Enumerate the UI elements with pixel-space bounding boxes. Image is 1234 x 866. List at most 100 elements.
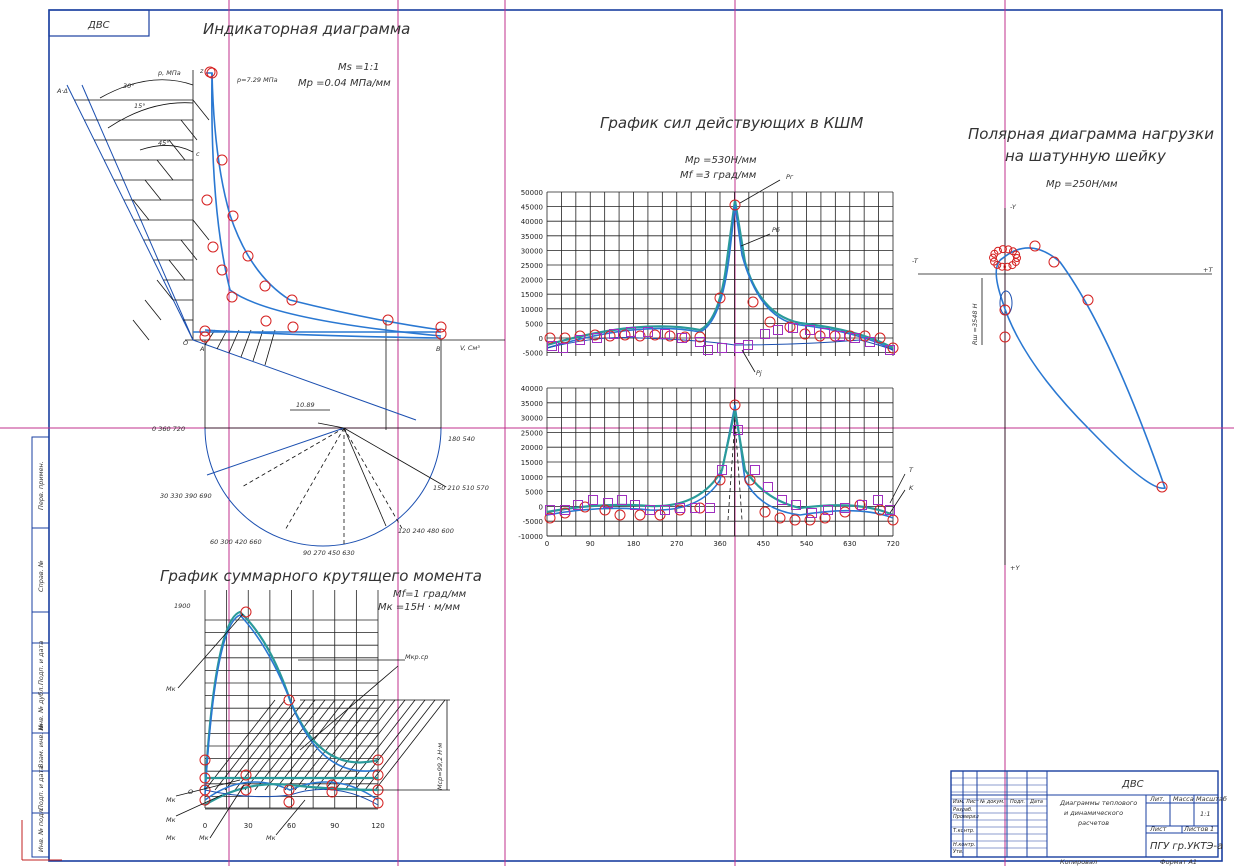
marker-circle xyxy=(759,506,771,518)
y-tick-label: 30000 xyxy=(521,247,543,255)
marker-circle xyxy=(714,292,726,304)
marker-circle xyxy=(435,328,447,340)
x-tick-label: 120 xyxy=(371,822,384,830)
corner-axes xyxy=(21,820,62,861)
marker-square xyxy=(560,505,570,515)
strip-label: Подп. и дата xyxy=(37,766,45,810)
tb-sheets: Листов xyxy=(1183,825,1208,833)
x-tick-label: 450 xyxy=(757,540,770,548)
hatch-line xyxy=(324,699,396,791)
marker-square xyxy=(717,465,727,475)
indicator-diagram: Индикаторная диаграмма Ms =1:1 Mp =0.04 … xyxy=(56,20,505,557)
marker-square xyxy=(603,498,613,508)
hatch-line xyxy=(228,329,240,354)
marker-circle xyxy=(544,512,556,524)
title-block: Изм. Лист № докум. Подп. ДатаРазраб.Проверил… xyxy=(950,770,1227,866)
tb-sheet: Лист xyxy=(1149,825,1167,833)
torque-curve-label: Mк xyxy=(166,796,176,804)
y-tick-label: 10000 xyxy=(521,306,543,314)
hatch-line xyxy=(234,699,306,791)
marker-circle xyxy=(729,399,741,411)
marker-square xyxy=(750,465,760,475)
hatch-line xyxy=(294,699,366,791)
torque-scale-phi: Mf=1 град/мм xyxy=(393,589,467,600)
point-label: c xyxy=(196,150,200,158)
marker-circle xyxy=(1008,261,1017,270)
hatch-line xyxy=(264,329,276,366)
tb-row-label: Н.контр. xyxy=(953,842,975,848)
curve-label: T xyxy=(909,466,914,474)
y-tick-label: 5000 xyxy=(525,320,543,328)
curve-label: K xyxy=(909,484,914,492)
hatch-line xyxy=(264,699,336,791)
marker-square xyxy=(805,325,815,335)
marker-square xyxy=(558,343,568,353)
marker-circle xyxy=(207,241,219,253)
marker-circle xyxy=(544,332,556,344)
y-tick-label: 35000 xyxy=(521,233,543,241)
strip-label: Инв. № дубл. xyxy=(37,686,45,730)
marker-circle xyxy=(989,253,998,262)
crank-ray xyxy=(284,427,345,531)
torque-curve-label: Mк xyxy=(166,685,176,693)
polar-title-1: Полярная диаграмма нагрузки xyxy=(968,125,1214,143)
marker-circle xyxy=(1013,254,1021,262)
hatch-line xyxy=(144,179,162,201)
marker-circle xyxy=(201,194,213,206)
torque-side-label: Mср=99,2 Н·м xyxy=(436,743,444,790)
tb-org: ПГУ гр.УКТЭ-а xyxy=(1150,841,1223,852)
y-tick-label: 50000 xyxy=(521,189,543,197)
tb-row-label: Т.контр. xyxy=(953,828,975,834)
marker-square xyxy=(617,495,627,505)
tb-row-label: № докум. xyxy=(979,799,1005,805)
hatch-line xyxy=(364,699,436,791)
marker-circle xyxy=(199,325,211,337)
marker-circle xyxy=(599,504,611,516)
point-label: A xyxy=(199,345,204,353)
marker-square xyxy=(865,337,875,347)
y-tick-label: 20000 xyxy=(521,444,543,452)
marker-square xyxy=(840,503,850,513)
marker-circle xyxy=(260,315,272,327)
marker-circle xyxy=(286,294,298,306)
tb-row-label: Подп. xyxy=(1010,799,1025,805)
marker-square xyxy=(626,327,636,337)
marker-circle xyxy=(998,262,1007,271)
marker-square xyxy=(760,329,770,339)
polar-axis-label: -T xyxy=(912,257,919,265)
marker-circle xyxy=(993,246,1002,255)
marker-circle xyxy=(240,606,252,618)
y-tick-label: 10000 xyxy=(521,474,543,482)
hatch-line xyxy=(192,99,210,121)
point-label: O xyxy=(183,339,188,347)
marker-square xyxy=(850,333,860,343)
marker-square xyxy=(823,505,833,515)
crank-label: 120 240 480 600 xyxy=(398,527,454,535)
tb-copied: Копировал xyxy=(1060,858,1097,866)
leader xyxy=(889,473,906,504)
tb-litera: Лит. xyxy=(1149,795,1165,803)
marker-square xyxy=(660,505,670,515)
crank-label: 0 360 720 xyxy=(152,425,185,433)
hatch-line xyxy=(334,699,406,791)
marker-circle xyxy=(199,772,211,784)
top-left-stamp xyxy=(48,9,150,37)
torque-chart: График суммарного крутящего момента Mf=1… xyxy=(160,567,482,842)
marker-circle xyxy=(764,316,776,328)
marker-square xyxy=(820,328,830,338)
x-tick-label: 30 xyxy=(244,822,253,830)
leader xyxy=(889,489,906,514)
marker-circle xyxy=(372,769,384,781)
v-axis-label: V, См³ xyxy=(460,344,480,352)
tb-row-label: Лист xyxy=(965,799,980,805)
marker-circle xyxy=(283,784,295,796)
tb-product: ДВС xyxy=(1121,779,1144,790)
hatch-line xyxy=(132,199,150,221)
torque-mean-label: Mкр.ср xyxy=(405,653,428,661)
torque-curve-label: Mк xyxy=(166,834,176,842)
forces-scale-phi: Mf =3 град/мм xyxy=(680,170,757,181)
y-tick-label: 15000 xyxy=(521,459,543,467)
indicator-scale-p: Mp =0.04 МПа/мм xyxy=(298,78,391,89)
torque-curve-label: Mк xyxy=(166,816,176,824)
hatch-line xyxy=(192,219,210,241)
